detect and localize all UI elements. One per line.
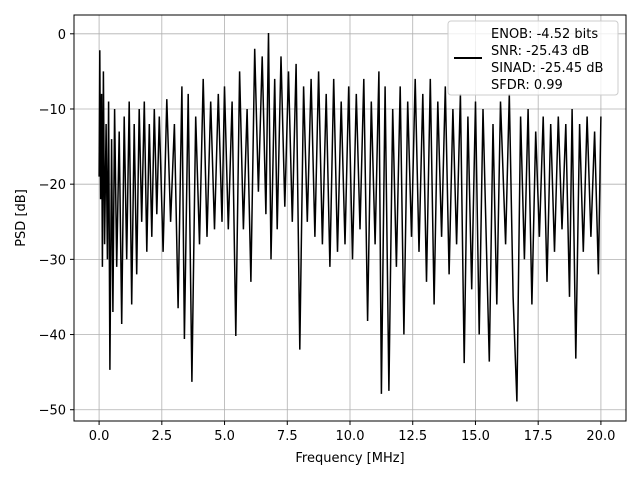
legend-sinad: SINAD: -25.45 dB (491, 61, 603, 76)
x-tick-label: 10.0 (336, 429, 365, 444)
y-tick-label: −20 (39, 178, 66, 193)
x-tick-label: 17.5 (524, 429, 553, 444)
legend-snr: SNR: -25.43 dB (491, 44, 589, 59)
y-tick-label: −10 (39, 103, 66, 118)
x-tick-label: 5.0 (214, 429, 235, 444)
y-axis-ticks: 0 −10 −20 −30 −40 −50 (39, 28, 74, 419)
x-axis-label: Frequency [MHz] (295, 451, 404, 466)
y-tick-label: −50 (39, 404, 66, 419)
legend-enob: ENOB: -4.52 bits (491, 27, 598, 42)
y-tick-label: −30 (39, 253, 66, 268)
y-axis-label: PSD [dB] (14, 189, 29, 247)
legend-sfdr: SFDR: 0.99 (491, 78, 563, 93)
x-tick-label: 7.5 (277, 429, 298, 444)
x-tick-label: 12.5 (398, 429, 427, 444)
x-tick-label: 15.0 (461, 429, 490, 444)
x-tick-label: 20.0 (586, 429, 615, 444)
x-tick-label: 0.0 (89, 429, 110, 444)
x-axis-ticks: 0.0 2.5 5.0 7.5 10.0 12.5 15.0 17.5 20.0 (89, 421, 615, 444)
y-tick-label: −40 (39, 329, 66, 344)
y-tick-label: 0 (58, 28, 66, 43)
x-tick-label: 2.5 (151, 429, 172, 444)
legend: ENOB: -4.52 bits SNR: -25.43 dB SINAD: -… (447, 20, 619, 96)
legend-box (447, 20, 619, 96)
